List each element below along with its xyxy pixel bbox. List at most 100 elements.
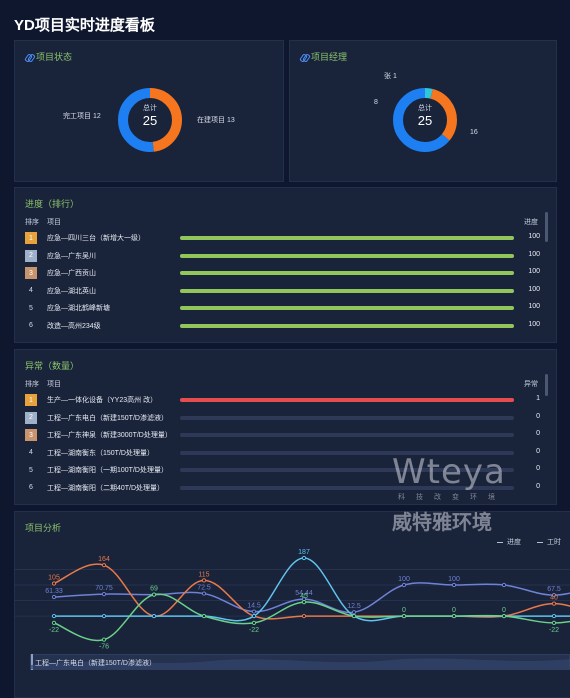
- series-point-2[interactable]: [51, 613, 57, 619]
- manager-slice-2[interactable]: [393, 88, 457, 152]
- series-data-label: 61.33: [45, 588, 63, 595]
- manager-total-value: 25: [417, 113, 433, 128]
- series-point-3[interactable]: [351, 613, 357, 619]
- manager-slice-1[interactable]: [393, 88, 457, 152]
- series-point-0[interactable]: [251, 609, 257, 614]
- progress-bar-fill: [180, 271, 514, 275]
- series-data-label: 0: [402, 607, 406, 614]
- series-point-3[interactable]: [251, 620, 257, 625]
- status-donut-chart[interactable]: [117, 87, 183, 153]
- anomaly-col-project: 项目: [47, 381, 61, 388]
- manager-donut-chart[interactable]: [392, 87, 458, 153]
- series-point-1[interactable]: [301, 613, 307, 619]
- series-point-3[interactable]: [451, 613, 457, 619]
- project-manager-title: 项目经理: [311, 52, 348, 62]
- progress-scrollbar[interactable]: [545, 212, 548, 242]
- manager-donut[interactable]: 总计 25: [392, 87, 458, 153]
- progress-row[interactable]: 6 改造—高州234级: [25, 320, 101, 332]
- progress-row[interactable]: 5 应急—湖北鹤峰新塘: [25, 302, 110, 314]
- progress-row[interactable]: 4 应急—湖北英山: [25, 285, 96, 297]
- series-point-1[interactable]: [101, 563, 107, 568]
- anomaly-row[interactable]: 2 工程—广东电白（新建150T/D渗滤液）: [25, 411, 168, 424]
- anomaly-row[interactable]: 6 工程—湖南衡阳（二期40T/D处理量）: [25, 482, 164, 494]
- status-total-value: 25: [142, 113, 158, 128]
- series-point-1[interactable]: [51, 581, 57, 586]
- series-point-3[interactable]: [501, 613, 507, 619]
- series-point-3[interactable]: [201, 613, 207, 619]
- progress-rank-badge: 3: [25, 267, 37, 279]
- manager-label-zhang: 张 1: [384, 73, 397, 80]
- status-donut[interactable]: 总计 25: [117, 87, 183, 153]
- series-line-2[interactable]: [54, 557, 570, 622]
- chart-zoom-handle[interactable]: [31, 654, 33, 670]
- series-data-label: 45: [300, 593, 308, 600]
- progress-value: 100: [528, 285, 540, 293]
- manager-label-16: 16: [470, 129, 478, 136]
- anomaly-row[interactable]: 5 工程—湖南衡阳（一期100T/D处理量）: [25, 464, 168, 476]
- legend-progress-label: 进度: [507, 539, 521, 546]
- anomaly-value: 0: [536, 447, 540, 455]
- series-data-label: 72.5: [197, 585, 211, 592]
- series-point-2[interactable]: [101, 613, 107, 619]
- anomaly-row[interactable]: 1 生产—一体化设备（YY23高州 改）: [25, 394, 157, 406]
- series-point-2[interactable]: [251, 613, 257, 619]
- series-point-3[interactable]: [401, 613, 407, 619]
- series-point-0[interactable]: [501, 582, 507, 588]
- anomaly-row[interactable]: 3 工程—广东神泉（新建3000T/D处理量）: [25, 429, 172, 441]
- page-title: YD项目实时进度看板: [14, 17, 155, 34]
- series-point-3[interactable]: [51, 620, 57, 625]
- series-point-0[interactable]: [401, 582, 407, 588]
- anomaly-project-name: 工程—湖南衡东（150T/D处理量）: [47, 449, 154, 457]
- series-point-2[interactable]: [551, 613, 557, 619]
- progress-title: 进度（排行）: [25, 199, 80, 209]
- chart-zoom-slider[interactable]: 工程—广东电白（新建150T/D渗滤液）: [30, 654, 570, 670]
- series-point-3[interactable]: [101, 637, 107, 642]
- series-data-label: 70.75: [95, 585, 113, 592]
- progress-bar-fill: [180, 306, 514, 310]
- status-label-inprogress: 在建项目 13: [197, 117, 235, 124]
- series-line-0[interactable]: [53, 582, 570, 614]
- series-point-3[interactable]: [151, 592, 157, 597]
- series-data-label: 187: [298, 549, 310, 556]
- progress-row[interactable]: 3 应急—广西贡山: [25, 267, 96, 279]
- series-point-2[interactable]: [151, 613, 157, 619]
- status-label-completed: 完工项目 12: [63, 113, 101, 120]
- series-data-label: 0: [502, 607, 506, 614]
- legend-item-hours[interactable]: 工时: [537, 537, 561, 547]
- series-point-1[interactable]: [551, 601, 557, 606]
- series-point-0[interactable]: [101, 592, 107, 597]
- series-point-1[interactable]: [201, 578, 207, 583]
- series-point-0[interactable]: [451, 582, 457, 588]
- progress-value: 100: [528, 268, 540, 275]
- progress-row[interactable]: 1 应急—四川三台（新增大一级）: [25, 232, 145, 244]
- series-point-3[interactable]: [301, 600, 307, 605]
- anomaly-row[interactable]: 4 工程—湖南衡东（150T/D处理量）: [25, 447, 154, 459]
- anomaly-bar-track: [180, 468, 514, 472]
- progress-project-name: 改造—高州234级: [47, 322, 101, 330]
- series-point-0[interactable]: [551, 593, 557, 598]
- progress-row[interactable]: 2 应急—广东吴川: [25, 249, 96, 262]
- progress-project-name: 应急—广东吴川: [47, 252, 96, 260]
- status-slice-1[interactable]: [118, 88, 182, 152]
- progress-ranking-panel: 进度（排行） 排序 项目 进度 1 应急—四川三台（新增大一级） 100 2 应急—广东…: [14, 187, 557, 343]
- progress-rank-badge: 6: [29, 322, 33, 329]
- series-point-0[interactable]: [201, 591, 207, 596]
- manager-label-8: 8: [374, 99, 378, 106]
- anomaly-value: 0: [536, 465, 540, 472]
- series-point-2[interactable]: [301, 555, 307, 561]
- anomaly-panel: 异常（数量） 排序 项目 异常 1 生产—一体化设备（YY23高州 改） 1 2 工程—…: [14, 349, 557, 505]
- anomaly-scrollbar[interactable]: [545, 374, 548, 396]
- progress-value: 100: [528, 320, 540, 328]
- anomaly-bar-track: [180, 450, 514, 455]
- legend-item-progress[interactable]: 进度: [497, 537, 521, 547]
- series-point-3[interactable]: [551, 620, 557, 625]
- project-status-header: 项目状态: [25, 50, 72, 63]
- chart-legend: 进度 工时: [497, 537, 561, 547]
- project-analysis-chart[interactable]: 61.3370.7572.514.554.4412.510010067.5100…: [14, 548, 570, 658]
- anomaly-bar-track: [180, 485, 514, 490]
- legend-hours-label: 工时: [547, 539, 561, 546]
- series-point-0[interactable]: [351, 610, 357, 615]
- series-point-0[interactable]: [51, 594, 57, 600]
- anomaly-rank-badge: 6: [29, 484, 33, 491]
